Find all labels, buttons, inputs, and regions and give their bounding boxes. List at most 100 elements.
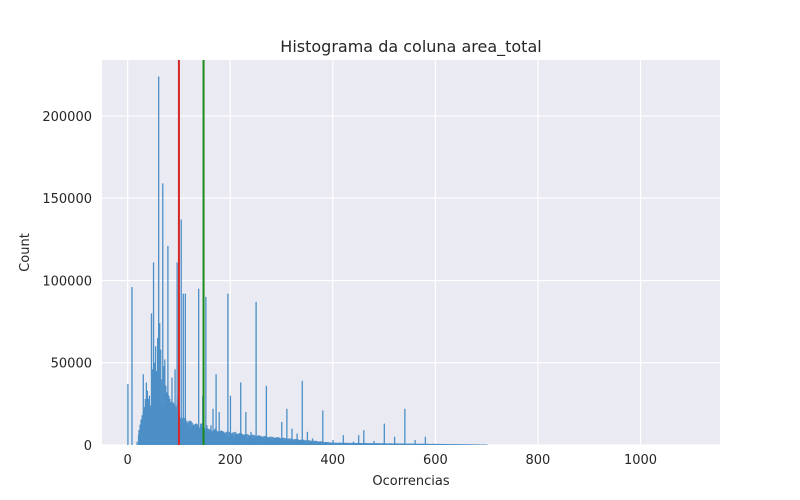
histogram-bar-87 — [227, 293, 229, 445]
histogram-bar-80 — [218, 412, 220, 445]
reference-lines — [177, 60, 205, 445]
histogram-bar-78 — [216, 431, 218, 445]
histogram-bars — [127, 76, 488, 445]
histogram-bar-76 — [214, 428, 216, 445]
histogram-bar-22 — [159, 323, 161, 445]
histogram-bar-10 — [146, 390, 149, 445]
histogram-bar-70 — [208, 430, 210, 445]
histogram-bar-115 — [414, 440, 416, 445]
histogram-bar-107 — [342, 435, 344, 445]
histogram-bar-102 — [301, 380, 303, 445]
histogram-bar-71 — [209, 433, 211, 445]
histogram-bar-38 — [175, 410, 177, 445]
histogram-bar-77 — [215, 374, 217, 445]
histogram-bar-97 — [275, 442, 278, 445]
x-tick-label-3: 600 — [423, 453, 448, 468]
y-tick-label-4: 200000 — [42, 110, 92, 125]
histogram-bar-93 — [255, 301, 257, 445]
histogram-bar-75 — [213, 430, 215, 445]
histogram-bar-91 — [245, 412, 247, 445]
x-tick-label-0: 0 — [124, 453, 132, 468]
histogram-bar-32 — [169, 398, 171, 445]
histogram-bar-23 — [160, 349, 162, 445]
histogram-bar-45 — [182, 293, 184, 445]
x-tick-label-1: 200 — [218, 453, 243, 468]
histogram-bar-68 — [206, 425, 208, 445]
histogram-bar-42 — [179, 418, 181, 445]
y-tick-label-2: 100000 — [42, 274, 92, 289]
histogram-bar-105 — [322, 410, 324, 445]
x-tick-label-2: 400 — [320, 453, 345, 468]
histogram-bar-25 — [162, 183, 164, 445]
histogram-bar-111 — [373, 440, 375, 445]
histogram-bar-85 — [223, 433, 225, 445]
histogram-bar-95 — [265, 385, 268, 445]
histogram-bar-11 — [147, 398, 150, 445]
histogram-bar-46 — [183, 425, 185, 445]
histogram-bar-39 — [176, 262, 178, 445]
y-tick-labels: 0 50000 100000 150000 200000 — [42, 110, 92, 454]
histogram-bar-104 — [311, 438, 314, 445]
histogram-bar-1 — [131, 287, 133, 445]
y-tick-label-3: 150000 — [42, 192, 92, 207]
y-axis-label: Count — [18, 233, 33, 272]
histogram-bar-99 — [286, 408, 288, 445]
histogram-bar-54 — [191, 431, 194, 445]
histogram-bar-18 — [154, 346, 157, 445]
histogram-bar-92 — [250, 431, 252, 445]
histogram-bar-57 — [194, 430, 197, 445]
histogram-bar-90 — [240, 382, 242, 445]
histogram-bar-103 — [306, 431, 309, 445]
histogram-bar-28 — [165, 385, 167, 445]
histogram-bar-52 — [189, 421, 192, 445]
histogram-bar-34 — [171, 377, 173, 445]
histogram-bar-79 — [217, 433, 219, 445]
histogram-bar-26 — [163, 366, 165, 445]
histogram-bar-4 — [140, 428, 142, 445]
histogram-bar-74 — [212, 408, 214, 445]
histogram-bar-66 — [204, 431, 206, 445]
histogram-bar-114 — [404, 408, 406, 445]
histogram-bar-62 — [200, 423, 202, 445]
histogram-bar-35 — [172, 402, 174, 445]
histogram-bar-98 — [281, 421, 283, 445]
histogram-bar-83 — [221, 435, 223, 445]
histogram-bar-110 — [363, 430, 365, 445]
histogram-bar-37 — [174, 369, 176, 445]
histogram-bar-58 — [195, 426, 198, 445]
histogram-bar-6 — [142, 374, 144, 445]
histogram-bar-7 — [143, 408, 145, 445]
histogram-bar-14 — [150, 313, 153, 445]
histogram-bar-31 — [168, 395, 170, 445]
histogram-bar-69 — [207, 428, 209, 445]
histogram-bar-73 — [211, 431, 213, 445]
histogram-bar-100 — [291, 428, 293, 445]
histogram-bar-108 — [352, 441, 355, 445]
histogram-bar-27 — [164, 359, 166, 445]
histogram-bar-48 — [185, 421, 188, 445]
histogram-bar-61 — [199, 428, 201, 445]
y-tick-label-0: 0 — [84, 439, 92, 454]
histogram-bar-49 — [186, 425, 189, 445]
histogram-bar-17 — [153, 362, 156, 445]
histogram-bar-44 — [181, 418, 183, 445]
histogram-bar-5 — [141, 415, 143, 445]
histogram-bar-113 — [393, 436, 396, 445]
histogram-bar-55 — [192, 425, 195, 445]
histogram-bar-67 — [205, 296, 207, 445]
histogram-bar-29 — [166, 392, 168, 445]
histogram-bar-101 — [296, 433, 298, 445]
histogram-bar-60 — [198, 288, 200, 445]
histogram-bar-47 — [184, 293, 186, 445]
x-tick-label-4: 800 — [526, 453, 551, 468]
histogram-bar-33 — [170, 402, 172, 445]
histogram-bar-21 — [158, 76, 160, 445]
histogram-bar-86 — [224, 435, 226, 445]
histogram-bar-13 — [149, 405, 152, 445]
histogram-bar-72 — [210, 425, 212, 445]
x-axis-label: Ocorrencias — [372, 474, 449, 489]
histogram-bar-109 — [358, 435, 360, 445]
histogram-bar-30 — [167, 245, 169, 445]
histogram-bar-50 — [187, 426, 190, 445]
plot-area — [102, 60, 720, 445]
